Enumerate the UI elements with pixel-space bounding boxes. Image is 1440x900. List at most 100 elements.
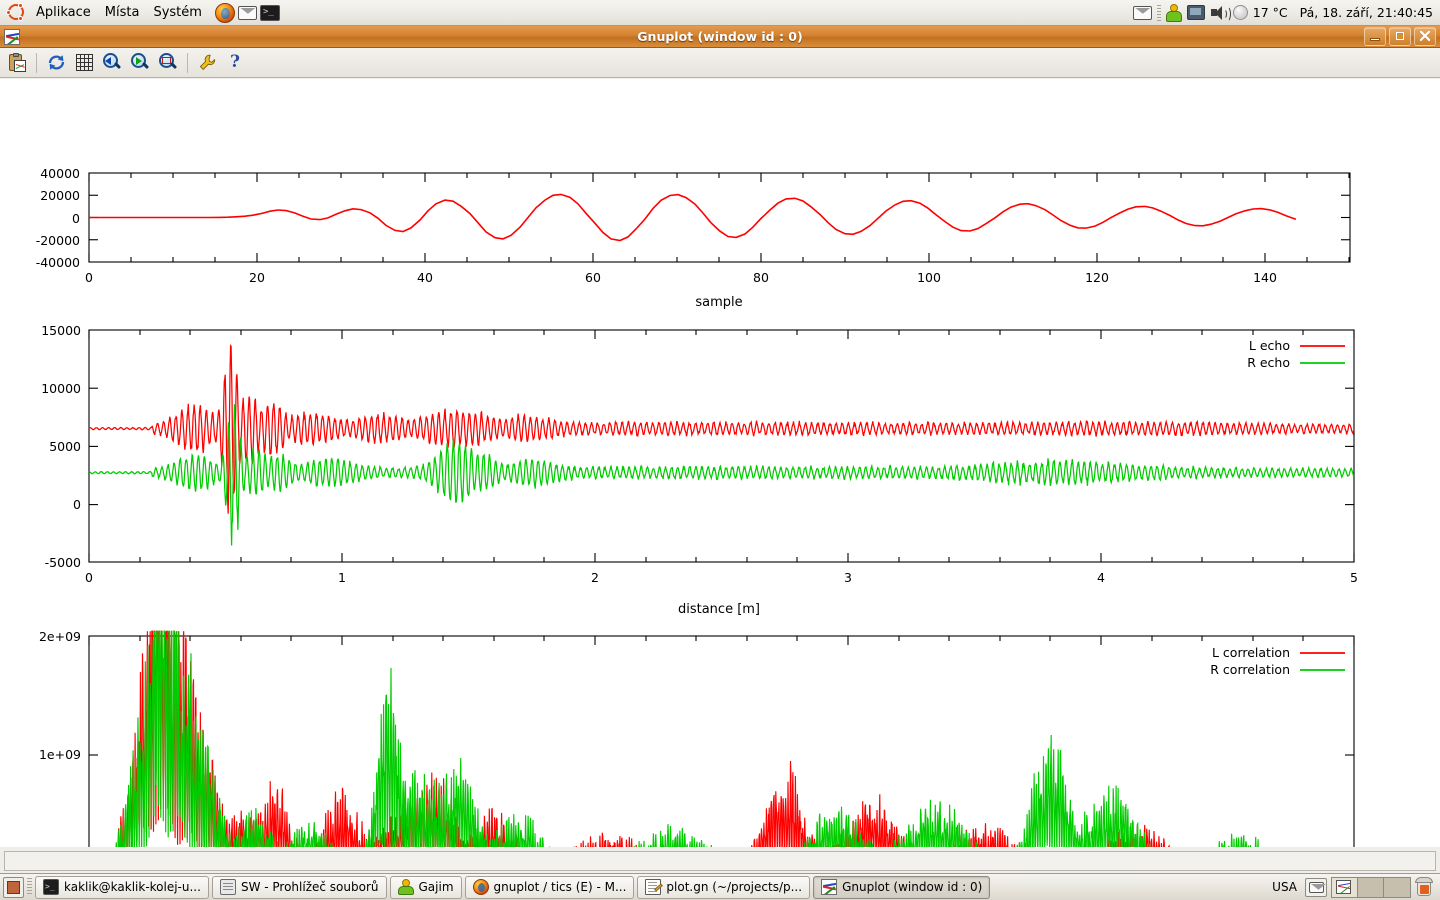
tray-volume-icon[interactable]: [1210, 5, 1231, 22]
keyboard-layout-indicator[interactable]: USA: [1272, 880, 1297, 894]
window-title: Gnuplot (window id : 0): [637, 29, 803, 44]
autoscale-button[interactable]: [155, 50, 181, 76]
mail-icon: [1308, 881, 1324, 893]
svg-text:2: 2: [591, 570, 599, 585]
editor-icon: [645, 879, 662, 895]
taskbar-item-firefox[interactable]: gnuplot / tics (E) - M...: [464, 875, 635, 899]
svg-text:15000: 15000: [41, 323, 81, 338]
question-mark-icon: ?: [230, 52, 240, 72]
plot-echo: 15000 10000 5000 0 -5000: [41, 323, 1358, 617]
tray-person-icon[interactable]: [1165, 3, 1182, 22]
svg-text:60: 60: [585, 270, 601, 285]
menu-places[interactable]: Místa: [104, 5, 140, 20]
tray-mail-icon[interactable]: [1132, 5, 1152, 20]
clock[interactable]: Pá, 18. září, 21:40:45: [1299, 5, 1433, 20]
taskbar-mail-icon[interactable]: [1305, 877, 1327, 897]
settings-button[interactable]: [194, 50, 220, 76]
zoom-forward-icon: [130, 53, 150, 72]
zoom-previous-button[interactable]: [99, 50, 125, 76]
taskbar-item-label: plot.gn (~/projects/p...: [666, 880, 803, 894]
taskbar-item-file-browser[interactable]: SW - Prohlížeč souborů: [211, 875, 387, 899]
svg-text:140: 140: [1253, 270, 1277, 285]
refresh-icon: [47, 53, 66, 72]
toggle-grid-button[interactable]: [71, 50, 97, 76]
plot-correlation: 2e+09 1e+09 0: [39, 629, 1355, 847]
svg-text:4: 4: [1097, 570, 1105, 585]
svg-text:120: 120: [1085, 270, 1109, 285]
svg-text:20000: 20000: [40, 188, 80, 203]
trash-icon[interactable]: [1415, 877, 1433, 897]
gnuplot-icon: [821, 879, 838, 895]
svg-text:20: 20: [249, 270, 265, 285]
svg-text:10000: 10000: [41, 381, 81, 396]
svg-text:5000: 5000: [49, 439, 81, 454]
terminal-icon: >_: [43, 879, 59, 895]
svg-text:-5000: -5000: [45, 555, 81, 570]
gnuplot-window: Gnuplot (window id : 0): [0, 26, 1440, 873]
help-button[interactable]: ?: [222, 50, 248, 76]
legend-entry-l-echo: L echo: [1249, 338, 1290, 353]
svg-text:0: 0: [72, 211, 80, 226]
copy-to-clipboard-button[interactable]: [4, 50, 30, 76]
taskbar-item-gnuplot[interactable]: Gnuplot (window id : 0): [813, 875, 991, 899]
firefox-icon[interactable]: [214, 2, 235, 23]
svg-text:1: 1: [338, 570, 346, 585]
series-l-correlation: [117, 630, 1170, 847]
svg-text:0: 0: [85, 570, 93, 585]
show-desktop-button[interactable]: [3, 876, 24, 898]
svg-text:-40000: -40000: [36, 255, 80, 270]
window-titlebar[interactable]: Gnuplot (window id : 0): [0, 26, 1440, 48]
taskbar-item-label: kaklik@kaklik-kolej-u...: [64, 880, 201, 894]
tray-weather-icon[interactable]: [1232, 5, 1248, 20]
toolbar-separator-1: [36, 52, 37, 73]
close-button[interactable]: [1414, 27, 1436, 46]
legend-entry-l-correlation: L correlation: [1212, 645, 1290, 660]
gnuplot-icon: [4, 28, 20, 45]
legend-entry-r-correlation: R correlation: [1210, 662, 1290, 677]
ubuntu-logo-icon: [6, 2, 26, 22]
menu-system[interactable]: Systém: [153, 5, 202, 20]
zoom-next-button[interactable]: [127, 50, 153, 76]
mail-icon[interactable]: [237, 5, 257, 20]
svg-text:3: 3: [844, 570, 852, 585]
series-r-echo: [88, 404, 1355, 546]
minimize-button[interactable]: [1364, 27, 1386, 46]
taskbar-item-label: gnuplot / tics (E) - M...: [493, 880, 627, 894]
gnuplot-toolbar: ?: [0, 48, 1440, 78]
gajim-icon: [397, 879, 414, 895]
toolbar-separator-2: [187, 52, 188, 73]
taskbar-item-label: SW - Prohlížeč souborů: [240, 880, 379, 894]
taskbar-item-label: Gajim: [418, 880, 454, 894]
taskbar-drag-handle: [27, 878, 32, 896]
workspace-2[interactable]: [1358, 877, 1384, 897]
svg-text:80: 80: [753, 270, 769, 285]
series-sample-waveform: [89, 193, 1296, 242]
svg-text:40: 40: [417, 270, 433, 285]
svg-text:40000: 40000: [40, 166, 80, 181]
gnuplot-icon: [1336, 879, 1351, 894]
workspace-3[interactable]: [1384, 877, 1410, 897]
maximize-button[interactable]: [1389, 27, 1411, 46]
workspace-switcher[interactable]: [1331, 876, 1411, 898]
clipboard-icon: [8, 52, 26, 72]
plot-sample: 40000 20000 0 -20000 -40000: [36, 166, 1351, 310]
plot-echo-xlabel: distance [m]: [678, 602, 760, 617]
taskbar-item-label: Gnuplot (window id : 0): [842, 880, 983, 894]
svg-text:5: 5: [1350, 570, 1358, 585]
menu-applications[interactable]: Aplikace: [36, 5, 91, 20]
legend-entry-r-echo: R echo: [1247, 355, 1290, 370]
taskbar-item-editor[interactable]: plot.gn (~/projects/p...: [637, 875, 811, 899]
workspace-1[interactable]: [1332, 877, 1358, 897]
series-r-correlation: [115, 630, 1259, 847]
tray-monitor-icon[interactable]: [1186, 5, 1205, 20]
terminal-icon[interactable]: >_: [259, 4, 280, 21]
window-list-taskbar: >_ kaklik@kaklik-kolej-u... SW - Prohlíž…: [0, 873, 1440, 900]
taskbar-item-gajim[interactable]: Gajim: [389, 875, 462, 899]
gnuplot-plot-canvas[interactable]: 40000 20000 0 -20000 -40000: [0, 79, 1440, 847]
plot-correlation-legend: L correlation R correlation: [1210, 645, 1345, 677]
taskbar-item-terminal[interactable]: >_ kaklik@kaklik-kolej-u...: [35, 875, 209, 899]
firefox-icon: [472, 879, 489, 895]
svg-text:1e+09: 1e+09: [39, 747, 81, 762]
replot-button[interactable]: [43, 50, 69, 76]
weather-temperature: 17 °C: [1252, 5, 1288, 20]
